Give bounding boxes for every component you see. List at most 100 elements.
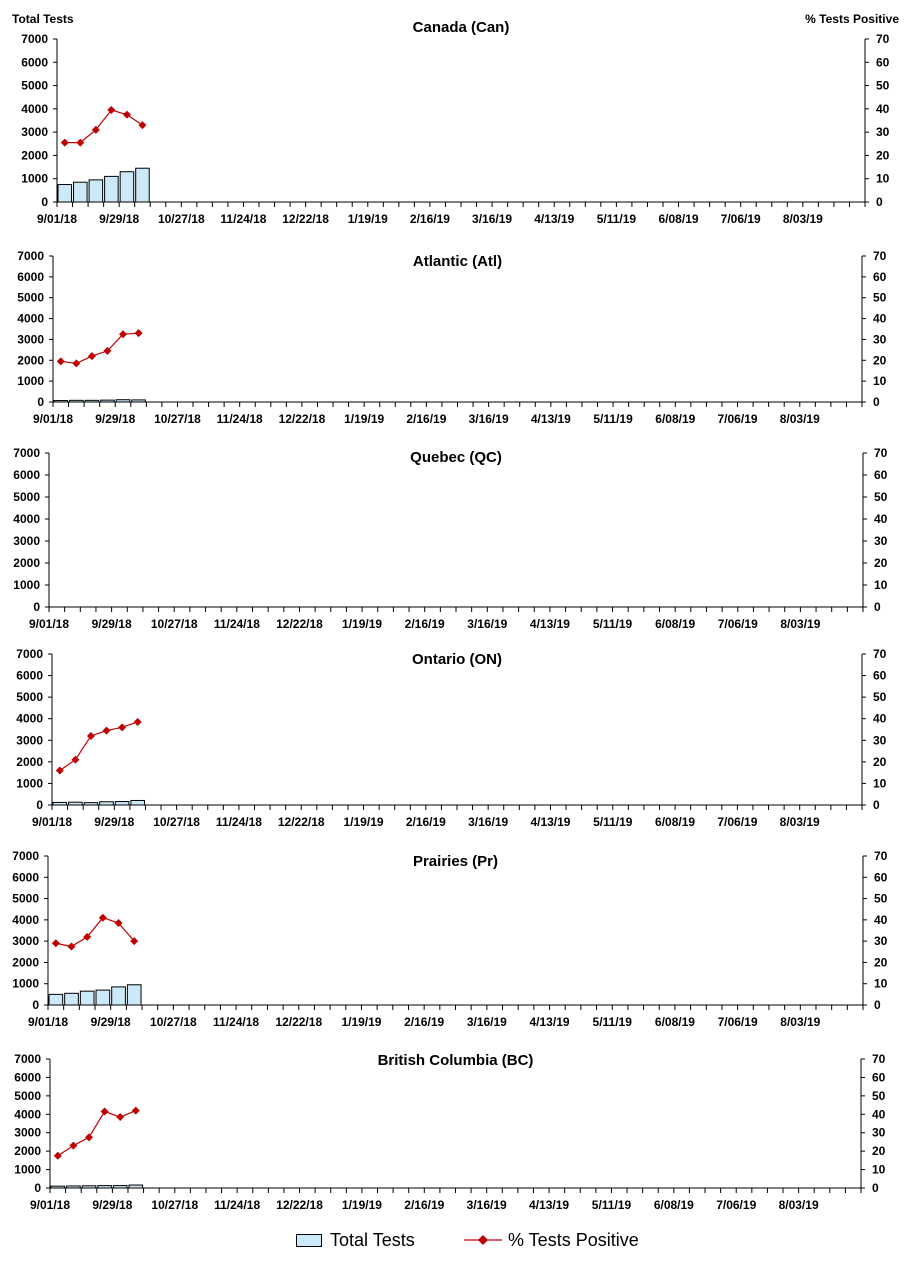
right-axis-title: % Tests Positive [805,12,899,26]
x-tick-label: 2/16/19 [404,1015,444,1029]
x-tick-label: 3/16/19 [467,1198,507,1212]
y2-tick-label: 70 [876,32,890,46]
line-marker [55,766,64,775]
y-tick-label: 5000 [14,1089,41,1103]
x-tick-label: 8/03/19 [779,1198,819,1212]
y2-tick-label: 0 [872,1181,879,1195]
line-marker [131,1106,140,1115]
bar [52,801,68,806]
x-tick-label: 7/06/19 [718,412,758,426]
x-tick-label: 8/03/19 [780,1015,820,1029]
x-tick-label: 3/16/19 [472,212,512,226]
y-tick-label: 2000 [12,955,39,969]
x-tick-label: 5/11/19 [593,617,633,631]
x-tick-label: 11/24/18 [216,815,262,829]
y-tick-label: 5000 [21,79,48,93]
y-tick-label: 2000 [14,1144,41,1158]
series-line [60,332,139,365]
chart-title: Ontario (ON) [412,651,502,668]
x-tick-label: 10/27/18 [158,212,205,226]
line-marker [60,138,69,147]
y-tick-label: 5000 [17,291,44,305]
bar [131,399,146,403]
x-tick-label: 8/03/19 [780,815,820,829]
x-tick-label: 12/22/18 [279,412,326,426]
x-tick-label: 9/29/18 [92,1198,132,1212]
line-marker [84,1133,93,1142]
line-marker [134,329,143,338]
y-tick-label: 7000 [16,647,43,661]
bar [48,993,64,1006]
x-tick-label: 4/13/19 [530,1015,570,1029]
x-tick-label: 9/01/18 [32,815,72,829]
x-tick-label: 3/16/19 [469,412,509,426]
y2-tick-label: 40 [873,712,887,726]
x-tick-label: 4/13/19 [530,617,570,631]
y-tick-label: 3000 [13,534,40,548]
x-tick-label: 2/16/19 [405,617,445,631]
y2-tick-label: 70 [874,446,888,460]
x-tick-label: 6/08/19 [655,617,695,631]
bar [73,181,88,203]
chart-panel: Canada (Can)0100020003000400050006000700… [21,19,889,226]
legend: Total Tests % Tests Positive [0,1226,910,1254]
y2-tick-label: 0 [876,195,883,209]
y-tick-label: 3000 [16,733,43,747]
line-marker [56,357,65,366]
x-tick-label: 12/22/18 [278,815,325,829]
legend-line-label: % Tests Positive [508,1229,639,1250]
x-tick-label: 1/19/19 [341,1015,381,1029]
bar [115,399,131,403]
y-tick-label: 5000 [16,690,43,704]
bar [99,801,114,806]
y-tick-label: 6000 [16,669,43,683]
y2-tick-label: 30 [876,125,890,139]
line-marker [107,106,116,115]
series-line [64,109,143,144]
x-tick-label: 12/22/18 [276,1198,323,1212]
x-tick-label: 4/13/19 [529,1198,569,1212]
y-tick-label: 1000 [13,578,40,592]
y2-tick-label: 60 [874,870,888,884]
x-tick-label: 9/01/18 [30,1198,70,1212]
y2-tick-label: 30 [874,534,888,548]
y2-tick-label: 70 [873,647,887,661]
legend-item-percent-positive: % Tests Positive [464,1226,639,1254]
y-tick-label: 6000 [14,1070,41,1084]
y-tick-label: 7000 [21,32,48,46]
chart-title: British Columbia (BC) [378,1052,534,1069]
y2-tick-label: 20 [872,1144,886,1158]
bar [119,171,135,203]
bar [53,400,69,403]
y2-tick-label: 70 [874,849,888,863]
bar [104,175,119,203]
x-tick-label: 4/13/19 [534,212,574,226]
chart-title: Atlantic (Atl) [413,253,502,270]
bar [135,167,150,203]
x-tick-label: 12/22/18 [276,617,323,631]
bar [69,399,84,403]
y2-tick-label: 50 [876,79,890,93]
y-tick-label: 1000 [16,776,43,790]
x-tick-label: 7/06/19 [716,1198,756,1212]
y2-tick-label: 50 [872,1089,886,1103]
line-marker [100,1107,109,1116]
x-tick-label: 1/19/19 [344,815,384,829]
y-tick-label: 0 [36,798,43,812]
y2-tick-label: 10 [873,776,887,790]
x-tick-label: 7/06/19 [718,617,758,631]
chart-panel: Atlantic (Atl) 0 1000 2000 3000 4000 5000 6000 7… [17,249,886,426]
y2-tick-label: 70 [872,1052,886,1066]
bar [68,801,83,806]
line-marker [103,346,112,355]
y2-tick-label: 10 [874,578,888,592]
line-marker [118,723,127,732]
x-tick-label: 12/22/18 [275,1015,322,1029]
x-tick-label: 10/27/18 [150,1015,197,1029]
bar [112,1185,128,1189]
x-tick-label: 1/19/19 [344,412,384,426]
x-tick-label: 12/22/18 [282,212,329,226]
x-tick-label: 5/11/19 [597,212,637,226]
y-tick-label: 4000 [14,1107,41,1121]
x-tick-label: 11/24/18 [214,1198,260,1212]
